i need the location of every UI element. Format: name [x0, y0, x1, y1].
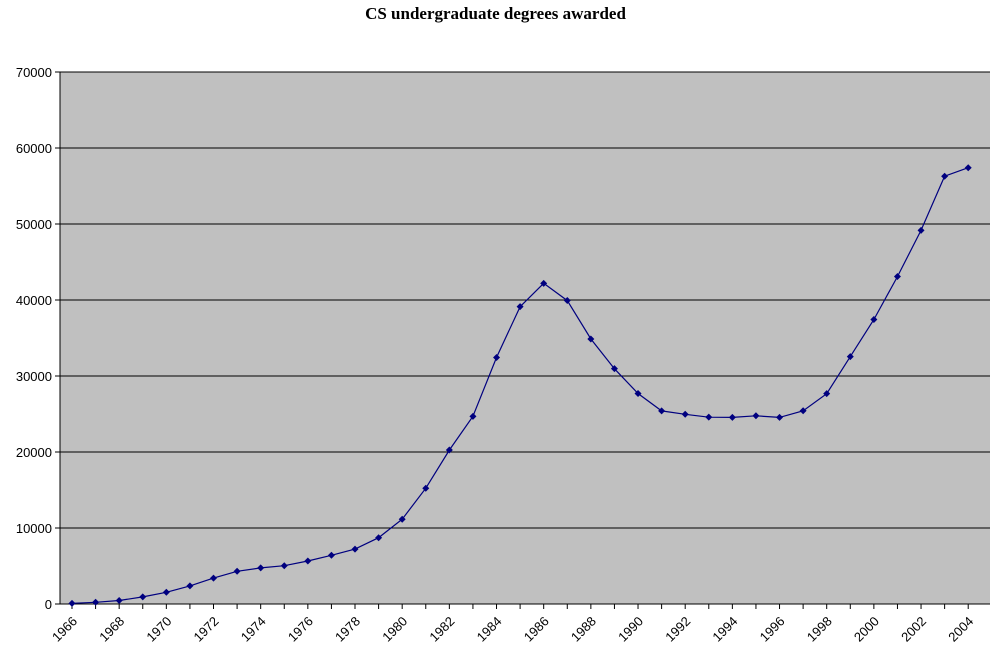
data-point: [658, 407, 666, 415]
data-point: [327, 551, 335, 559]
data-point: [115, 597, 123, 605]
data-point: [634, 390, 642, 398]
x-tick-label: 1984: [474, 614, 505, 645]
y-tick-label: 40000: [16, 293, 52, 308]
data-point: [304, 557, 312, 565]
x-tick-label: 1976: [285, 614, 316, 645]
data-point: [870, 315, 878, 323]
data-point: [186, 582, 194, 590]
y-tick-label: 10000: [16, 521, 52, 536]
data-point: [445, 446, 453, 454]
data-point: [493, 353, 501, 361]
data-point: [846, 353, 854, 361]
x-tick-label: 1988: [568, 614, 599, 645]
x-tick-label: 1978: [332, 614, 363, 645]
data-point: [752, 412, 760, 420]
x-tick-label: 1990: [615, 614, 646, 645]
data-point: [162, 588, 170, 596]
data-point: [917, 226, 925, 234]
y-tick-label: 60000: [16, 141, 52, 156]
x-tick-label: 2002: [898, 614, 929, 645]
data-point: [893, 273, 901, 281]
x-tick-label: 1980: [379, 614, 410, 645]
data-point: [681, 410, 689, 418]
data-point: [587, 335, 595, 343]
data-point: [469, 412, 477, 420]
data-point: [776, 413, 784, 421]
data-point: [68, 599, 76, 607]
y-tick-label: 30000: [16, 369, 52, 384]
chart-title: CS undergraduate degrees awarded: [365, 4, 626, 23]
data-point: [375, 534, 383, 542]
y-tick-label: 20000: [16, 445, 52, 460]
data-point: [92, 598, 100, 606]
data-point: [964, 164, 972, 172]
x-tick-label: 1966: [49, 614, 80, 645]
data-point: [351, 545, 359, 553]
x-tick-label: 1972: [191, 614, 222, 645]
x-tick-label: 1970: [143, 614, 174, 645]
data-point: [941, 172, 949, 180]
data-point: [139, 593, 147, 601]
data-point: [233, 567, 241, 575]
data-point: [823, 390, 831, 398]
data-point: [210, 574, 218, 582]
y-tick-label: 70000: [16, 65, 52, 80]
data-point: [728, 413, 736, 421]
x-tick-label: 1968: [96, 614, 127, 645]
data-point: [398, 515, 406, 523]
x-tick-label: 1994: [709, 614, 740, 645]
y-tick-label: 0: [45, 597, 52, 612]
data-point: [516, 303, 524, 311]
x-tick-label: 1996: [757, 614, 788, 645]
data-point: [422, 484, 430, 492]
data-point: [540, 279, 548, 287]
data-point: [799, 407, 807, 415]
data-point: [610, 365, 618, 373]
x-tick-label: 1982: [426, 614, 457, 645]
data-point: [705, 413, 713, 421]
x-tick-label: 2000: [851, 614, 882, 645]
x-tick-label: 1998: [804, 614, 835, 645]
x-tick-label: 1974: [238, 614, 269, 645]
x-tick-label: 2004: [945, 614, 976, 645]
data-point: [257, 564, 265, 572]
data-point: [563, 297, 571, 305]
plot-area: [60, 72, 990, 604]
x-tick-label: 1986: [521, 614, 552, 645]
data-point: [280, 562, 288, 570]
y-tick-label: 50000: [16, 217, 52, 232]
x-tick-label: 1992: [662, 614, 693, 645]
